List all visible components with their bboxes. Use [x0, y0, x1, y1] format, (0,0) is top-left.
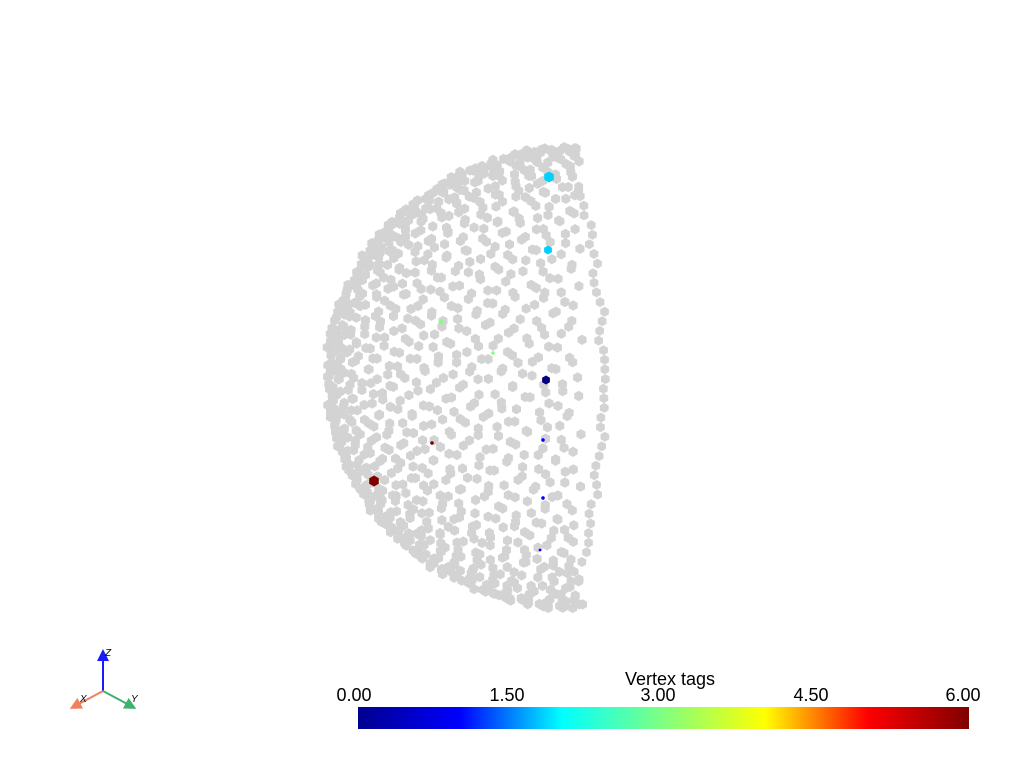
y-axis-label: Y: [131, 694, 139, 705]
tick-label: 0.00: [336, 685, 372, 705]
x-axis-arrow: [69, 690, 104, 709]
x-axis-label: X: [79, 694, 87, 705]
tagged-vertex: [541, 438, 545, 442]
scalar-bar: Vertex tags 0.00 1.50 3.00 4.50 6.00: [330, 666, 1000, 736]
tagged-vertex: [369, 475, 379, 487]
colorbar-gradient: [358, 707, 969, 729]
scalar-bar-title: Vertex tags: [624, 669, 716, 689]
scalar-bar-ticks: 0.00 1.50 3.00 4.50 6.00: [330, 685, 1000, 707]
tagged-vertices: [369, 171, 554, 552]
tagged-vertex: [438, 319, 444, 325]
tagged-vertex: [538, 548, 542, 552]
tagged-vertex: [544, 245, 552, 255]
tagged-vertex: [491, 351, 495, 355]
y-axis-arrow: [102, 690, 137, 709]
tagged-vertex: [542, 375, 550, 385]
tagged-vertex: [541, 496, 545, 500]
orientation-axes: Z X Y: [69, 648, 139, 709]
tagged-vertex: [544, 171, 554, 183]
tick-label: 1.50: [489, 685, 525, 705]
tagged-vertex: [430, 441, 434, 445]
point-cloud-mesh: [322, 142, 610, 614]
tick-label: 3.00: [640, 685, 676, 705]
z-axis-label: Z: [104, 648, 112, 659]
tick-label: 4.50: [793, 685, 829, 705]
tick-label: 6.00: [945, 685, 981, 705]
